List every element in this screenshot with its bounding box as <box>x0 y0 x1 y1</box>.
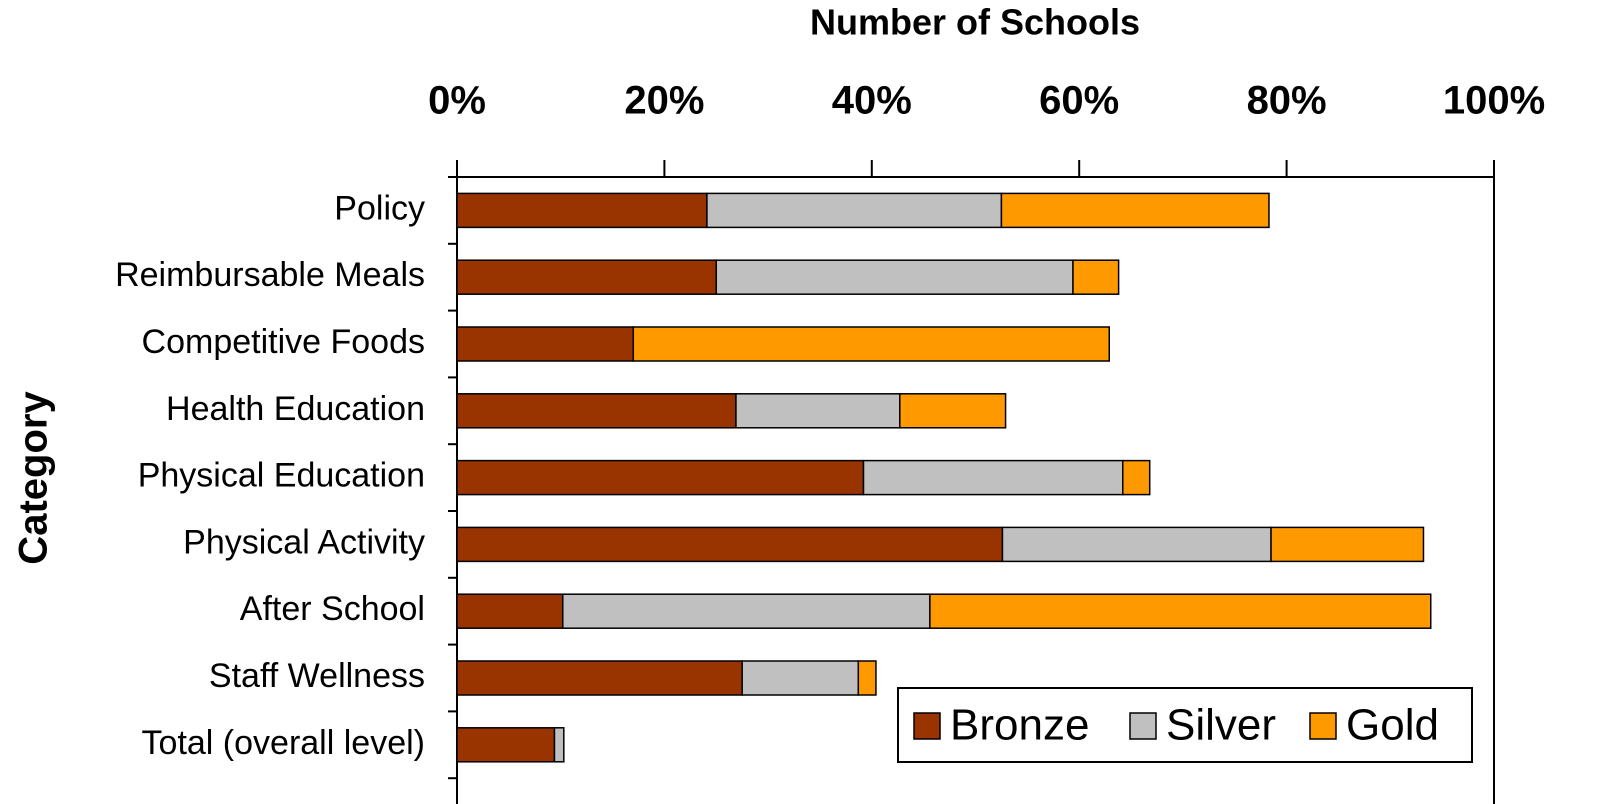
bar-segment <box>456 526 1004 563</box>
y-tick-label: Competitive Foods <box>142 323 425 361</box>
bar-segment <box>1122 459 1151 496</box>
bar-segment <box>1000 192 1270 229</box>
y-tick-label: Staff Wellness <box>209 657 425 695</box>
bar-segment <box>456 393 737 429</box>
bar-segment <box>456 727 556 763</box>
bar-segment <box>553 727 565 763</box>
bar-segment <box>562 593 931 629</box>
bar-segment <box>456 660 743 696</box>
bar-segment <box>1072 259 1120 295</box>
x-tick-label: 100% <box>1443 79 1545 123</box>
bar-segment <box>715 259 1074 295</box>
legend-label: Silver <box>1166 701 1276 750</box>
x-tick-label: 20% <box>624 79 704 123</box>
bar-segment <box>456 326 635 362</box>
legend-swatch <box>1309 712 1337 740</box>
y-tick-label: Policy <box>334 189 425 227</box>
bar-segment <box>735 393 901 429</box>
x-tick-label: 60% <box>1039 79 1119 123</box>
bar-segment <box>456 459 865 496</box>
bar-segment <box>1001 526 1272 563</box>
x-tick-label: 40% <box>832 79 912 123</box>
bar-segment <box>456 593 564 629</box>
bar-segment <box>456 259 717 295</box>
legend-swatch <box>1129 712 1157 740</box>
y-tick-label: Total (overall level) <box>142 724 425 762</box>
bar-segment <box>857 660 877 696</box>
bar-segment <box>862 459 1124 496</box>
bar-segment <box>899 393 1007 429</box>
legend-label: Bronze <box>950 701 1089 750</box>
y-tick-label: Physical Activity <box>183 523 425 561</box>
y-tick-label: Physical Education <box>138 457 425 495</box>
x-tick-label: 80% <box>1247 79 1327 123</box>
bar-segment <box>1270 526 1425 563</box>
x-tick-label: 0% <box>428 79 486 123</box>
legend-label: Gold <box>1346 701 1439 750</box>
legend-swatch <box>913 712 941 740</box>
bar-segment <box>929 593 1432 629</box>
bar-segment <box>706 192 1003 229</box>
y-tick-label: Reimbursable Meals <box>115 256 425 294</box>
x-axis-title: Number of Schools <box>810 2 1140 43</box>
legend-box <box>897 687 1473 763</box>
y-tick-label: Health Education <box>166 390 425 428</box>
bar-segment <box>632 326 1111 362</box>
bar-segment <box>456 192 708 229</box>
y-axis-title: Category <box>12 391 56 565</box>
y-tick-label: After School <box>240 590 425 628</box>
bar-segment <box>741 660 860 696</box>
